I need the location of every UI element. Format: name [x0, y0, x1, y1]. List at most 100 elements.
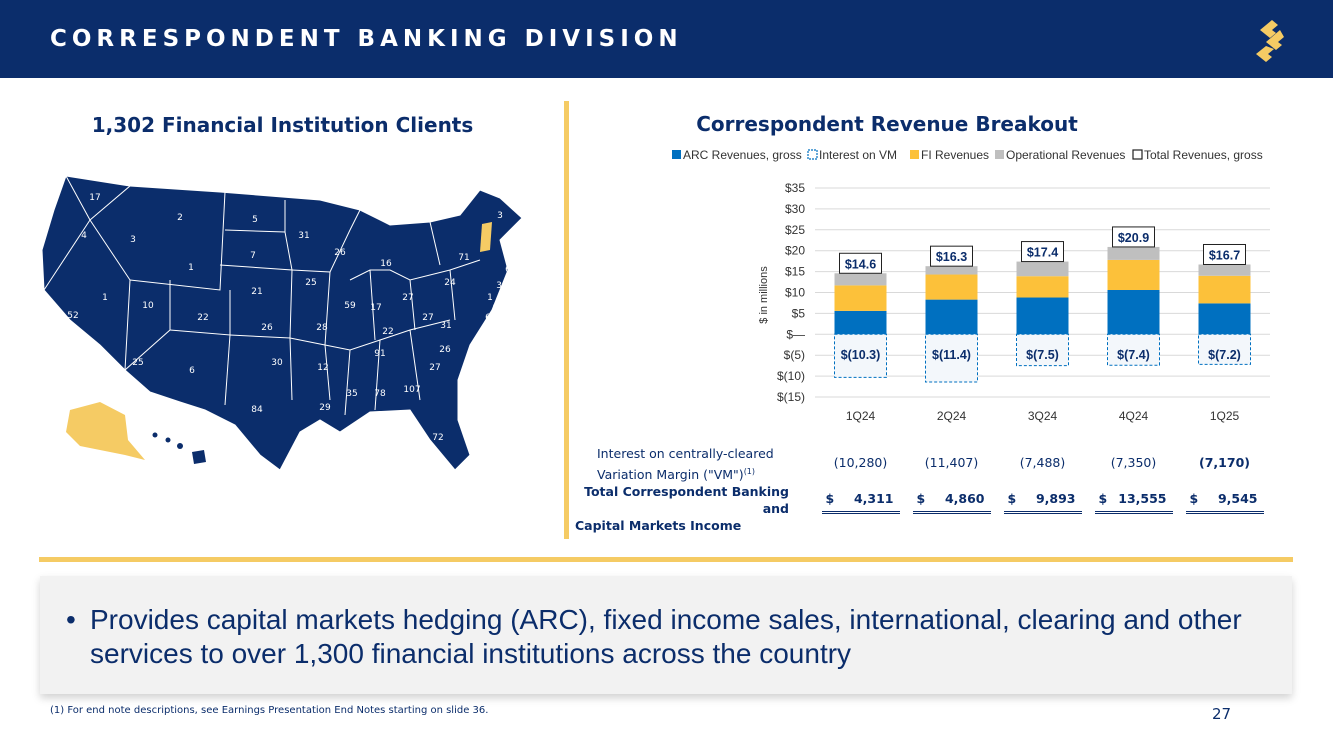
bar-segment [1016, 261, 1069, 277]
map-state-label: 1 [487, 293, 493, 303]
bar-segment [925, 299, 978, 335]
total-row-label-line2: Capital Markets Income [575, 518, 742, 533]
y-axis-ticks: $35 $30 $25 $20 $15 $10 $5 $— $(5) $(10) $(15) [777, 181, 805, 404]
currency-symbol: $ [1098, 491, 1108, 506]
bar-segment [1016, 297, 1069, 335]
map-state-label: 14 [211, 446, 223, 456]
bar-segment [1107, 289, 1160, 335]
x-tick-label: 1Q25 [1210, 409, 1240, 423]
total-label-box [1203, 243, 1246, 265]
x-tick-label: 1Q24 [846, 409, 876, 423]
map-state-label: 22 [382, 327, 393, 337]
map-state-label: 5 [252, 215, 258, 225]
y-axis-label: $ in millions [758, 266, 770, 324]
map-state-label: 3 [130, 235, 136, 245]
map-state-label: 16 [380, 259, 392, 269]
y-tick-label: $(5) [784, 348, 805, 362]
page-number: 27 [1212, 705, 1232, 723]
alaska-highlight [66, 402, 145, 460]
total-label: $20.9 [1118, 231, 1149, 245]
map-state-label: 6 [189, 366, 195, 376]
map-state-label: 27 [429, 363, 440, 373]
y-tick-label: $30 [785, 202, 805, 216]
bar-segment [1198, 275, 1251, 304]
map-state-label: 1 [102, 293, 108, 303]
vm-bar [925, 333, 978, 383]
summary-bullet: • Provides capital markets hedging (ARC)… [66, 603, 1270, 671]
map-state-label: 4 [81, 231, 87, 241]
chart-title: Correspondent Revenue Breakout [696, 112, 1078, 136]
map-state-label: 17 [89, 193, 100, 203]
bar-segment [834, 310, 887, 335]
map-state-label: 17 [370, 303, 381, 313]
x-axis-ticks: 1Q24 2Q24 3Q24 4Q24 1Q25 [846, 409, 1240, 423]
y-tick-label: $25 [785, 223, 805, 237]
vm-label: $(10.3) [841, 348, 881, 362]
map-state-label: 31 [496, 281, 507, 291]
map-state-label: 27 [402, 293, 413, 303]
vertical-divider [564, 101, 569, 539]
vm-footnote-ref: (1) [743, 467, 756, 476]
map-state-label: 6 [505, 265, 511, 275]
map-state-label: 10 [142, 301, 154, 311]
total-row-cell: $4,311 [821, 491, 900, 514]
y-tick-label: $35 [785, 181, 805, 195]
bar-segment [1107, 259, 1160, 290]
vm-row-cell: (11,407) [924, 455, 979, 470]
bar-segment [925, 266, 978, 275]
vm-bar [1016, 333, 1069, 367]
map-state-label: 26 [439, 345, 451, 355]
vm-row-cell: (7,350) [1110, 455, 1157, 470]
y-tick-label: $5 [792, 306, 806, 320]
total-value: 9,893 [1035, 491, 1076, 506]
total-value: 4,311 [853, 491, 894, 506]
map-state-label: 24 [444, 278, 456, 288]
page-title: CORRESPONDENT BANKING DIVISION [50, 26, 683, 52]
map-state-label: 84 [251, 405, 263, 415]
total-value: 4,860 [944, 491, 985, 506]
map-state-label: 72 [432, 433, 443, 443]
x-tick-label: 3Q24 [1028, 409, 1058, 423]
total-label-box [839, 252, 882, 274]
vm-bar [1107, 333, 1160, 366]
map-state-label: 7 [250, 251, 256, 261]
revenue-chart: Correspondent Revenue Breakout ARC Reven… [672, 112, 1270, 423]
legend-swatch [910, 150, 919, 159]
bar-segment [834, 273, 887, 286]
x-tick-label: 2Q24 [937, 409, 967, 423]
legend-swatch [672, 150, 681, 159]
company-logo-icon [1256, 20, 1284, 62]
summary-text: Provides capital markets hedging (ARC), … [90, 604, 1242, 669]
total-row-label-line1: Total Correspondent Banking and [584, 484, 789, 516]
legend-item: Operational Revenues [995, 148, 1125, 162]
vm-row-cell: (10,280) [833, 455, 888, 470]
total-row-cell: $4,860 [912, 491, 991, 514]
legend-swatch [807, 149, 818, 160]
bar-segment [1107, 246, 1160, 260]
vm-label: $(7.5) [1026, 348, 1059, 362]
map-state-label: 26 [334, 248, 346, 258]
currency-symbol: $ [916, 491, 926, 506]
vm-row-label-line1: Interest on centrally-cleared [597, 446, 774, 461]
map-state-label: 6 [485, 313, 491, 323]
legend-item: Interest on VM [807, 148, 897, 162]
total-label: $17.4 [1027, 246, 1058, 260]
map-state-label: 2 [177, 213, 183, 223]
hawaii-islands [152, 432, 206, 464]
map-state-label: 71 [458, 253, 469, 263]
vm-bar [1198, 333, 1251, 365]
footnote: (1) For end note descriptions, see Earni… [50, 705, 489, 716]
vm-label: $(11.4) [932, 348, 971, 362]
clients-title: 1,302 Financial Institution Clients [91, 113, 474, 137]
total-row-label: Total Correspondent Banking and Capital … [575, 483, 789, 534]
y-tick-label: $10 [785, 286, 805, 300]
map-state-label: 21 [516, 241, 527, 251]
map-state-labels: 174 32 53126321163111961671242727312627721… [67, 193, 527, 456]
y-tick-label: $— [786, 327, 805, 341]
map-state-label: 12 [317, 363, 328, 373]
bar-segment [1198, 264, 1251, 276]
legend-label: Total Revenues, gross [1144, 148, 1263, 162]
bars: $14.6 $(10.3) $16.3 $(11.4) $17.4 $(7.5) $20.9… [834, 226, 1251, 383]
legend-item: Total Revenues, gross [1132, 148, 1263, 162]
y-tick-label: $20 [785, 244, 805, 258]
